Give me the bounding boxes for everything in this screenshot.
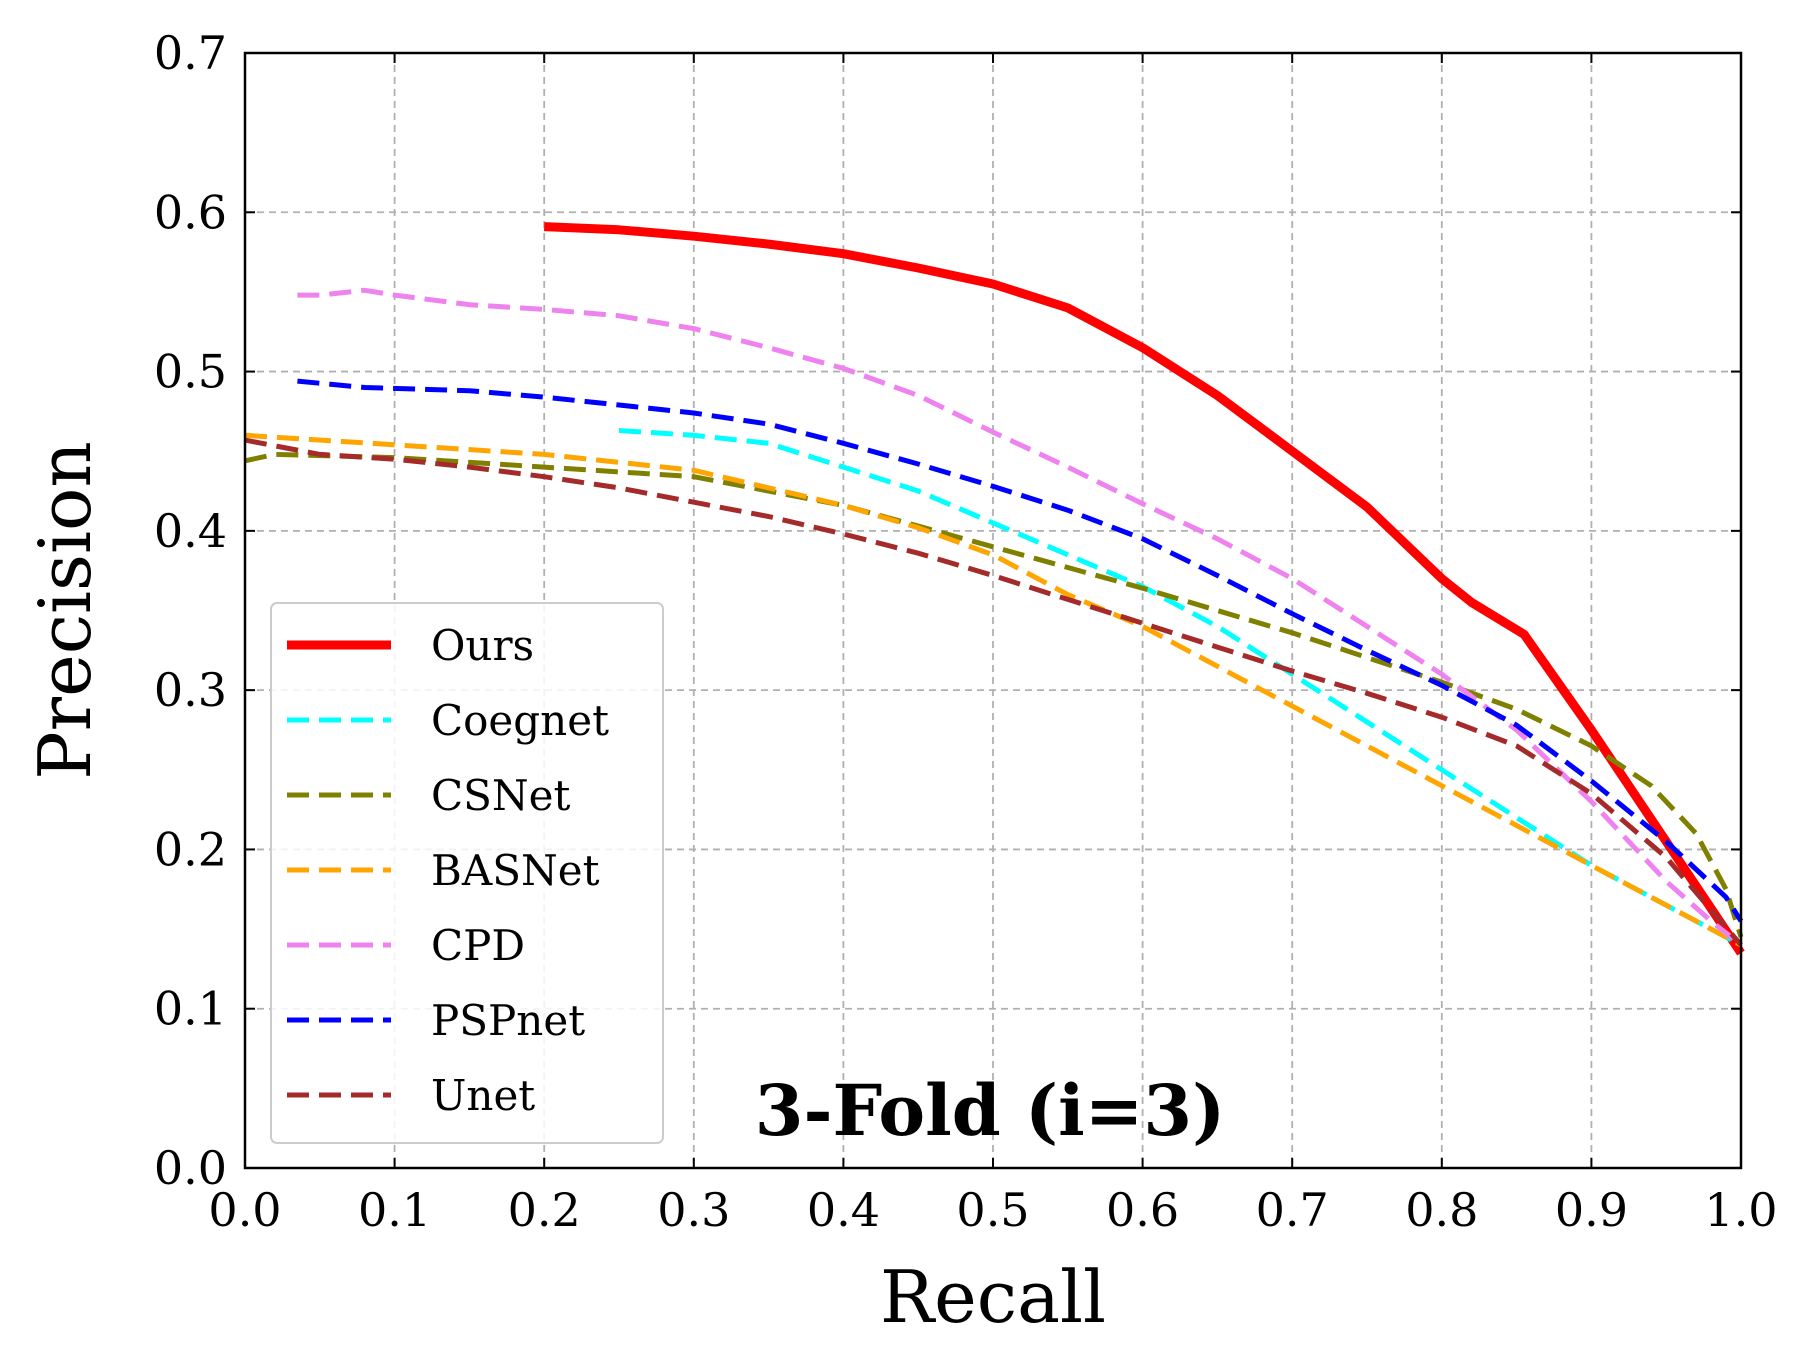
y-tick-label: 0.7 (154, 26, 227, 80)
y-tick-label: 0.1 (154, 982, 227, 1036)
x-tick-label: 1.0 (1704, 1183, 1777, 1237)
legend-label-unet: Unet (431, 1071, 535, 1120)
legend-label-pspnet: PSPnet (431, 996, 585, 1045)
series-line-pspnet (297, 378, 1744, 923)
series-line-basnet (244, 432, 1743, 948)
legend-box (270, 602, 664, 1144)
x-tick-label: 0.2 (508, 1183, 581, 1237)
legend-label-csnet: CSNet (431, 771, 571, 820)
x-tick-label: 0.1 (358, 1183, 431, 1237)
y-tick-label: 0.5 (154, 345, 227, 399)
x-tick-label: 0.8 (1405, 1183, 1478, 1237)
legend-label-cpd: CPD (431, 921, 525, 970)
x-tick-label: 0.4 (807, 1183, 880, 1237)
x-tick-label: 0.6 (1106, 1183, 1179, 1237)
y-tick-label: 0.6 (154, 185, 227, 239)
legend-label-ours: Ours (431, 621, 534, 670)
x-axis-label: Recall (880, 1255, 1106, 1339)
series-line-unet (244, 437, 1743, 947)
x-tick-label: 0.9 (1555, 1183, 1628, 1237)
y-axis-label: Precision (23, 441, 107, 780)
axis-ticks: 0.0 0.1 0.2 0.3 0.4 0.5 0.6 0.7 0.8 0.9 1.0 0.0 0.1 0… (154, 26, 1778, 1237)
series-line-csnet (244, 451, 1744, 938)
series-lines (244, 222, 1745, 956)
x-tick-label: 0.5 (956, 1183, 1029, 1237)
y-tick-label: 0.0 (154, 1141, 227, 1195)
x-tick-label: 0.3 (657, 1183, 730, 1237)
series-line-ours (544, 222, 1745, 956)
y-tick-label: 0.3 (154, 663, 227, 717)
legend-label-coegnet: Coegnet (431, 696, 609, 745)
series-line-cpd (297, 287, 1743, 947)
chart-annotation: 3-Fold (i=3) (755, 1069, 1225, 1152)
y-tick-label: 0.4 (154, 504, 227, 558)
series-line-coegnet (618, 428, 1743, 948)
y-tick-label: 0.2 (154, 822, 227, 876)
x-tick-label: 0.7 (1256, 1183, 1329, 1237)
legend-label-basnet: BASNet (431, 846, 600, 895)
legend: Ours Coegnet CSNet BASNet CPD PSPnet Unet (270, 602, 664, 1144)
x-tick-label: 0.0 (208, 1183, 281, 1237)
